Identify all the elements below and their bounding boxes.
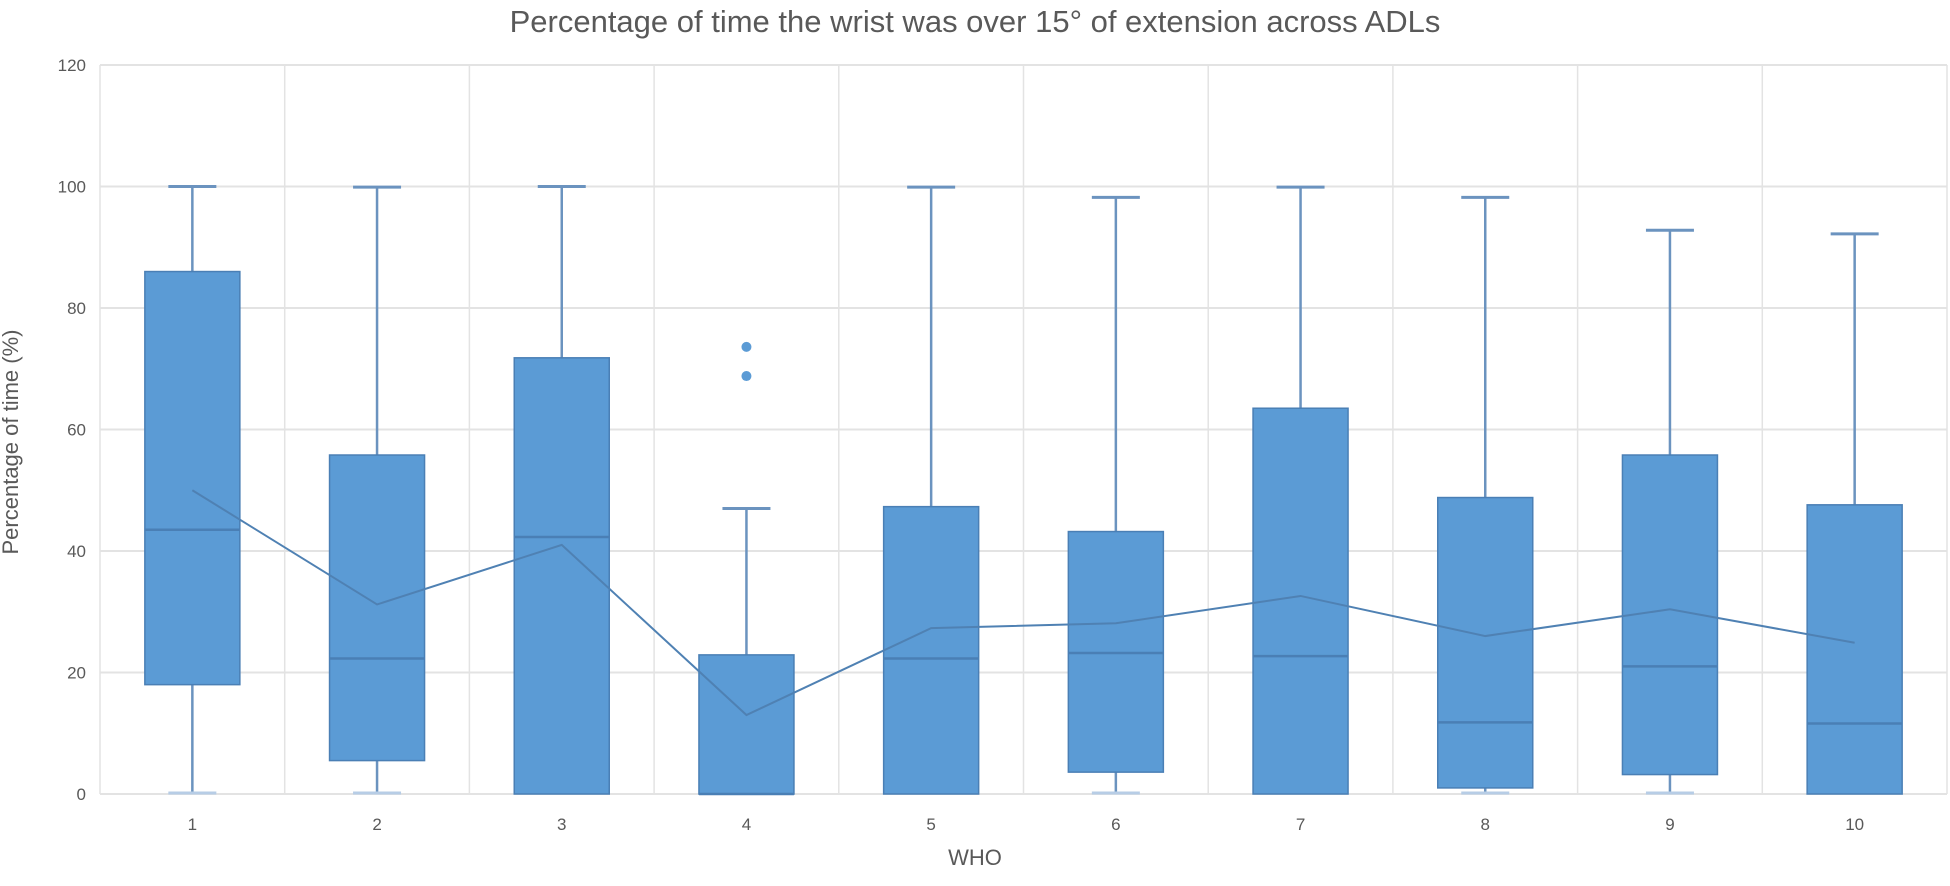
x-tick-label: 7 [1296,815,1305,834]
iqr-box [882,505,980,795]
x-tick-label: 3 [557,815,566,834]
x-tick-label: 8 [1481,815,1490,834]
x-tick-label: 6 [1111,815,1120,834]
iqr-box [328,454,426,762]
y-tick-label: 0 [77,785,86,804]
box-9 [1621,228,1719,795]
outlier-point [741,371,752,382]
y-tick-label: 100 [58,178,86,197]
mean-line [191,489,1855,717]
box-8 [1437,195,1534,795]
box-7 [1252,185,1349,795]
x-tick-label: 1 [188,815,197,834]
iqr-box [144,270,241,686]
x-tick-label: 9 [1665,815,1674,834]
y-tick-label: 40 [67,542,86,561]
gridlines [99,64,1948,795]
y-tick-label: 60 [67,421,86,440]
iqr-box [698,654,795,795]
x-tick-label: 4 [742,815,751,834]
mean-polyline [191,489,1855,717]
outlier-point [741,341,752,352]
chart-title: Percentage of time the wrist was over 15… [509,4,1441,39]
y-axis-ticks: 0 20 40 60 80 100 120 [58,56,86,804]
box-5 [882,185,980,795]
iqr-box [1437,496,1534,789]
box-10 [1806,232,1903,795]
iqr-box [1806,504,1903,795]
y-tick-label: 80 [67,299,86,318]
y-tick-label: 120 [58,56,86,75]
box-2 [328,185,426,795]
box-1 [144,185,241,795]
x-axis-label: WHO [948,845,1002,870]
box-6 [1067,195,1165,795]
x-tick-label: 5 [926,815,935,834]
box-4 [698,341,795,796]
box-3 [513,185,610,795]
y-tick-label: 20 [67,664,86,683]
iqr-box [513,357,610,795]
x-axis-ticks: 1 2 3 4 5 6 7 8 9 10 [188,815,1864,834]
x-tick-label: 10 [1845,815,1864,834]
x-tick-label: 2 [372,815,381,834]
boxes [144,185,1903,796]
